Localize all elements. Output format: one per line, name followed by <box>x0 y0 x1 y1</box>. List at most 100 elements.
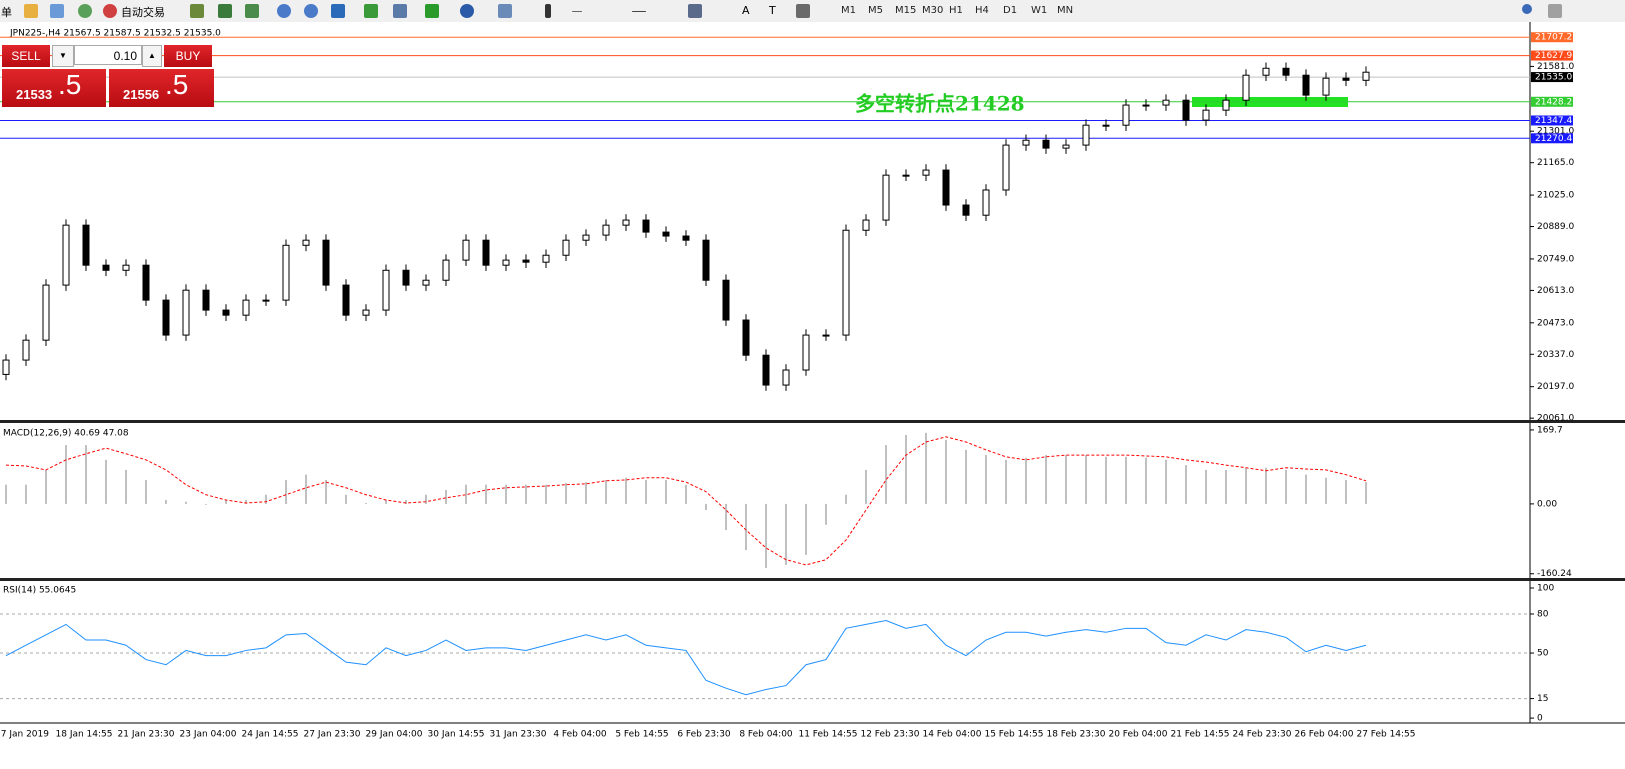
candle-body <box>1062 144 1070 149</box>
candle-body <box>1222 99 1230 111</box>
timeframe-button[interactable]: MN <box>1057 5 1074 16</box>
candle-body <box>382 269 390 311</box>
icon[interactable] <box>304 4 318 18</box>
candle-body <box>1262 67 1270 76</box>
menu[interactable]: 单 <box>1 6 12 19</box>
icon[interactable] <box>545 4 551 18</box>
x-tick-label: 29 Jan 04:00 <box>366 730 423 740</box>
panel-title: MACD(12,26,9) 40.69 47.08 <box>3 429 129 439</box>
candle-body <box>1362 71 1370 81</box>
y-tick-label: -160.24 <box>1537 569 1572 579</box>
icon[interactable] <box>1522 4 1532 14</box>
icon[interactable] <box>393 4 407 18</box>
candle-body <box>722 279 730 321</box>
lot-down[interactable]: ▼ <box>52 45 74 67</box>
x-tick-label: 14 Feb 04:00 <box>922 730 981 740</box>
x-tick-label: 5 Feb 14:55 <box>615 730 668 740</box>
y-tick-label: 20749.0 <box>1537 254 1574 264</box>
x-tick-label: 17 Jan 2019 <box>0 730 49 740</box>
icon[interactable] <box>1548 4 1562 18</box>
price-tag-label: 21347.4 <box>1535 116 1572 126</box>
candle-body <box>1162 99 1170 106</box>
icon[interactable] <box>50 4 64 18</box>
icon[interactable] <box>796 4 810 18</box>
icon[interactable] <box>688 4 702 18</box>
timeframe-button[interactable]: M5 <box>868 5 883 16</box>
timeframe-button[interactable]: D1 <box>1003 5 1018 16</box>
icon[interactable] <box>632 11 646 12</box>
candle-body <box>1042 139 1050 149</box>
x-tick-label: 30 Jan 14:55 <box>428 730 485 740</box>
y-tick-label: 0.00 <box>1537 499 1557 509</box>
x-tick-label: 21 Feb 14:55 <box>1170 730 1229 740</box>
candle-body <box>222 309 230 316</box>
icon[interactable] <box>425 4 439 18</box>
lot-input[interactable]: 0.10 <box>74 45 142 65</box>
price-tag <box>1531 72 1573 83</box>
timeframe-button[interactable]: W1 <box>1031 5 1048 16</box>
y-tick-label: 20337.0 <box>1537 350 1574 360</box>
timeframe-button[interactable]: H4 <box>975 5 989 16</box>
y-tick-label: 169.7 <box>1537 425 1563 435</box>
lot-up[interactable]: ▲ <box>142 45 162 67</box>
buy-button[interactable]: BUY <box>164 45 212 67</box>
one-click-trading: SELL ▼ 0.10 ▲ BUY 21533 .5 21556 .5 <box>2 45 214 107</box>
candle-body <box>282 244 290 301</box>
candle-body <box>742 319 750 356</box>
bid-price: 21533 <box>16 87 53 102</box>
timeframe-button[interactable]: H1 <box>949 5 963 16</box>
timeframe-button[interactable]: M30 <box>922 5 944 16</box>
label-tool[interactable]: T <box>769 4 776 17</box>
candle-body <box>822 334 830 337</box>
y-tick-label: 50 <box>1537 649 1549 659</box>
candle-body <box>1082 124 1090 146</box>
background <box>0 22 1625 769</box>
candle-body <box>682 235 690 241</box>
separator <box>0 578 1625 581</box>
x-tick-label: 18 Feb 23:30 <box>1046 730 1105 740</box>
y-tick-label: 20889.0 <box>1537 222 1574 232</box>
candle-body <box>402 269 410 286</box>
candle-body <box>422 279 430 286</box>
price-tag-label: 21270.4 <box>1535 134 1572 144</box>
y-tick-label: 100 <box>1537 583 1554 593</box>
candle-body <box>802 334 810 371</box>
candle-body <box>582 234 590 241</box>
ask-price: 21556 <box>123 87 160 102</box>
icon[interactable] <box>245 4 259 18</box>
x-tick-label: 18 Jan 14:55 <box>56 730 113 740</box>
sell-button[interactable]: SELL <box>2 45 50 67</box>
price-tag <box>1531 96 1573 107</box>
candle-body <box>262 299 270 302</box>
candle-body <box>622 219 630 226</box>
candle-body <box>562 239 570 256</box>
icon[interactable] <box>364 4 378 18</box>
candle-body <box>1242 74 1250 101</box>
ask-box[interactable]: 21556 .5 <box>109 69 214 107</box>
icon[interactable] <box>460 4 474 18</box>
icon[interactable] <box>24 4 38 18</box>
bid-box[interactable]: 21533 .5 <box>2 69 106 107</box>
auto-trading[interactable]: 自动交易 <box>121 6 165 19</box>
timeframe-button[interactable]: M1 <box>841 5 856 16</box>
icon[interactable] <box>498 4 512 18</box>
x-tick-label: 20 Feb 04:00 <box>1108 730 1167 740</box>
y-tick-label: 21165.0 <box>1537 158 1574 168</box>
icon[interactable] <box>190 4 204 18</box>
candle-body <box>342 284 350 316</box>
candle-body <box>522 259 530 263</box>
icon[interactable] <box>218 4 232 18</box>
candle-body <box>1022 139 1030 146</box>
icon[interactable] <box>103 4 117 18</box>
icon[interactable] <box>331 4 345 18</box>
icon[interactable] <box>277 4 291 18</box>
candle-body <box>1282 67 1290 76</box>
timeframe-button[interactable]: M15 <box>895 5 917 16</box>
icon[interactable] <box>78 4 92 18</box>
candle-body <box>862 219 870 231</box>
panel-title: RSI(14) 55.0645 <box>3 586 76 596</box>
text-tool[interactable]: A <box>742 4 750 17</box>
price-tag-label: 21535.0 <box>1535 73 1572 83</box>
icon[interactable] <box>572 11 582 12</box>
x-tick-label: 6 Feb 23:30 <box>677 730 731 740</box>
